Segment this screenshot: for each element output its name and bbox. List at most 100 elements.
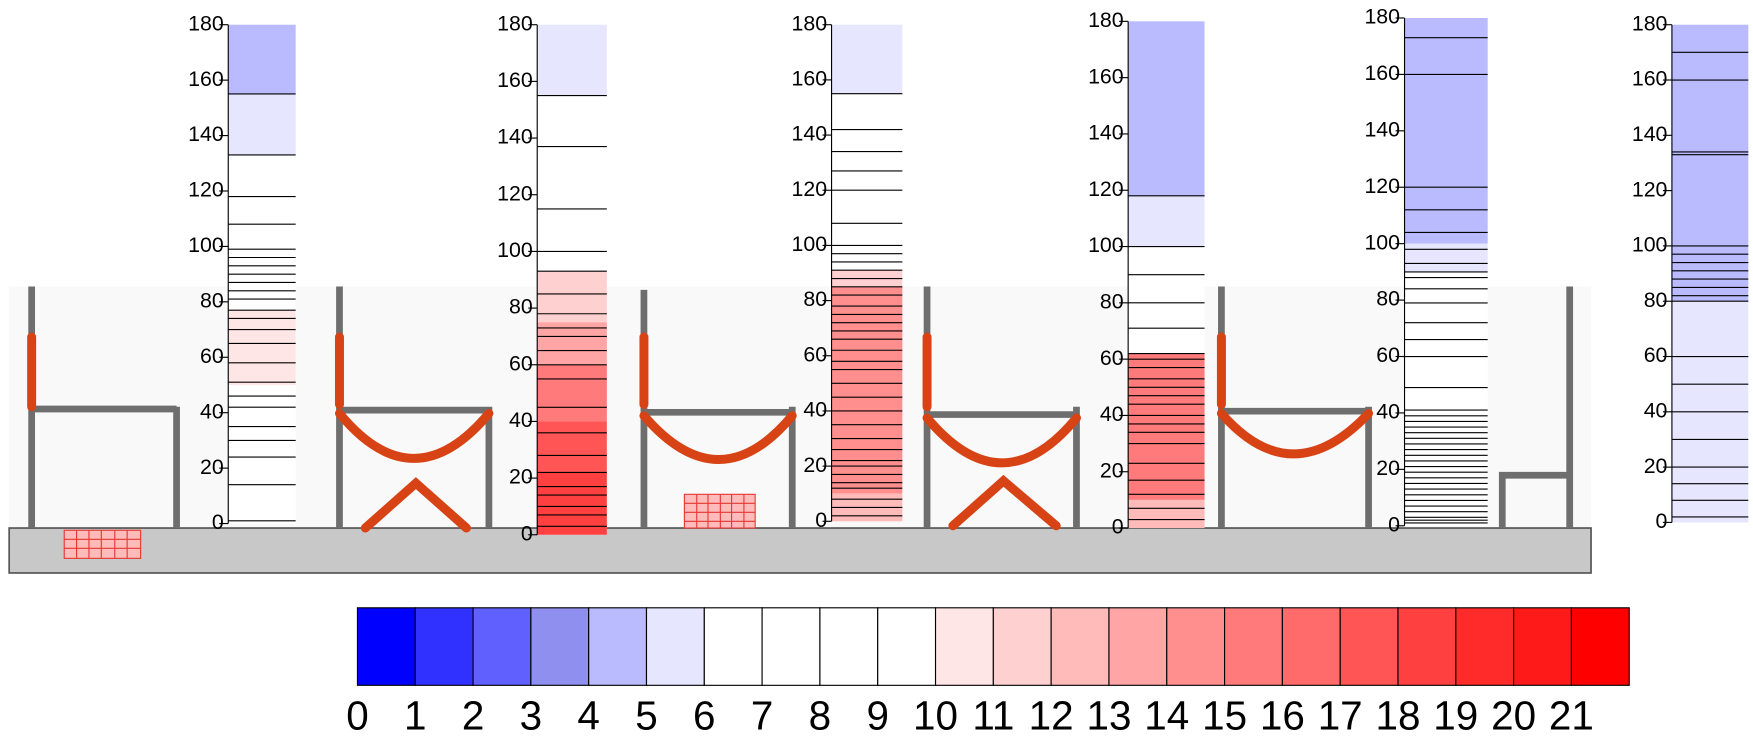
colorbar-label: 15 <box>1202 693 1247 737</box>
tick-label: 0 <box>212 510 224 534</box>
tick-label: 120 <box>497 181 533 205</box>
tick-label: 140 <box>1632 122 1668 146</box>
colorbar-cell <box>703 607 763 686</box>
band <box>1404 17 1488 244</box>
colorbar-label: 12 <box>1029 693 1074 737</box>
tick-label: 80 <box>200 288 224 312</box>
colorbar-cell <box>1570 607 1630 686</box>
colorbar-cell <box>414 607 474 686</box>
colorbar-label: 1 <box>404 693 426 737</box>
tick-label: 140 <box>188 122 224 146</box>
band <box>537 472 607 535</box>
colorbar-label: 7 <box>751 693 774 737</box>
tick-label: 120 <box>1088 177 1124 201</box>
colorbar-label: 17 <box>1318 693 1363 737</box>
colorbar-cell <box>1050 607 1110 686</box>
colorbar-label: 3 <box>520 693 543 737</box>
colorbar-cell <box>1281 607 1341 686</box>
colorbar-label: 10 <box>913 693 958 737</box>
tick-label: 100 <box>1088 233 1124 257</box>
tick-label: 0 <box>1388 512 1400 536</box>
band <box>228 24 296 94</box>
tick-label: 100 <box>497 238 533 262</box>
tick-label: 60 <box>803 342 827 366</box>
tick-label: 160 <box>497 68 533 92</box>
band <box>1404 243 1488 272</box>
tick-label: 0 <box>815 508 827 532</box>
colorbar-cell <box>1455 607 1515 686</box>
colorbar-label: 20 <box>1491 693 1536 737</box>
colorbar-cell <box>761 607 821 686</box>
tick-label: 160 <box>791 67 827 91</box>
colorbar-cell <box>588 607 648 686</box>
tick-label: 120 <box>1632 177 1668 201</box>
colorbar-label: 8 <box>809 693 832 737</box>
band <box>228 93 296 155</box>
tick-label: 60 <box>509 351 533 375</box>
band <box>1128 353 1205 500</box>
band <box>537 24 607 96</box>
tick-label: 140 <box>1088 121 1124 145</box>
colorbar-cell <box>530 607 590 686</box>
tick-label: 40 <box>1376 400 1400 424</box>
tick-label: 140 <box>1364 117 1400 141</box>
tick-label: 120 <box>188 178 224 202</box>
band <box>537 421 607 473</box>
tick-label: 80 <box>1644 288 1668 312</box>
tick-label: 40 <box>509 408 533 432</box>
tick-label: 80 <box>1376 287 1400 311</box>
tick-label: 20 <box>1376 456 1400 480</box>
band <box>1128 499 1205 529</box>
colorbar-label: 0 <box>346 693 369 737</box>
colorbar-cell <box>1513 607 1572 686</box>
colorbar-cell <box>472 607 532 686</box>
colorbar-cell <box>934 607 994 686</box>
tick-label: 0 <box>1112 515 1124 539</box>
colorbar-label: 13 <box>1086 693 1131 737</box>
band <box>1128 21 1205 196</box>
tick-label: 100 <box>1632 233 1668 257</box>
tick-label: 80 <box>509 295 533 319</box>
colorbar-label: 4 <box>577 693 600 737</box>
colorbar-label: 5 <box>635 693 658 737</box>
tick-label: 160 <box>1088 64 1124 88</box>
tick-label: 40 <box>1644 398 1668 422</box>
colorbar-cell <box>1224 607 1283 686</box>
tick-label: 100 <box>188 233 224 257</box>
tick-label: 0 <box>1656 509 1668 533</box>
colorbar-cell <box>1397 607 1457 686</box>
band <box>537 364 607 422</box>
colorbar-cell <box>1166 607 1226 686</box>
colorbar-label: 21 <box>1549 693 1594 737</box>
colorbar-label: 18 <box>1376 693 1421 737</box>
band <box>228 310 296 385</box>
tick-label: 80 <box>803 287 827 311</box>
colorbar-label: 19 <box>1433 693 1478 737</box>
tick-label: 140 <box>497 125 533 149</box>
colorbar-label: 9 <box>866 693 889 737</box>
tick-label: 100 <box>791 232 827 256</box>
tick-label: 120 <box>1364 174 1400 198</box>
band <box>537 322 607 365</box>
tick-label: 180 <box>188 11 224 35</box>
tick-label: 180 <box>497 11 533 35</box>
colorbar-cell <box>1108 607 1168 686</box>
colorbar-cell <box>645 607 705 686</box>
band <box>831 286 903 494</box>
tick-label: 20 <box>1100 458 1124 482</box>
red-parts <box>27 332 1374 533</box>
tick-label: 60 <box>1376 343 1400 367</box>
ground <box>8 527 1592 574</box>
tick-label: 40 <box>1100 402 1124 426</box>
tick-label: 100 <box>1364 230 1400 254</box>
tick-label: 160 <box>1364 61 1400 85</box>
band <box>1671 24 1749 302</box>
tick-label: 80 <box>1100 289 1124 313</box>
tick-label: 160 <box>188 67 224 91</box>
tick-label: 40 <box>803 398 827 422</box>
tick-label: 180 <box>1632 11 1668 35</box>
colorbar-cell <box>819 607 879 686</box>
band <box>831 24 903 94</box>
tick-label: 20 <box>803 453 827 477</box>
